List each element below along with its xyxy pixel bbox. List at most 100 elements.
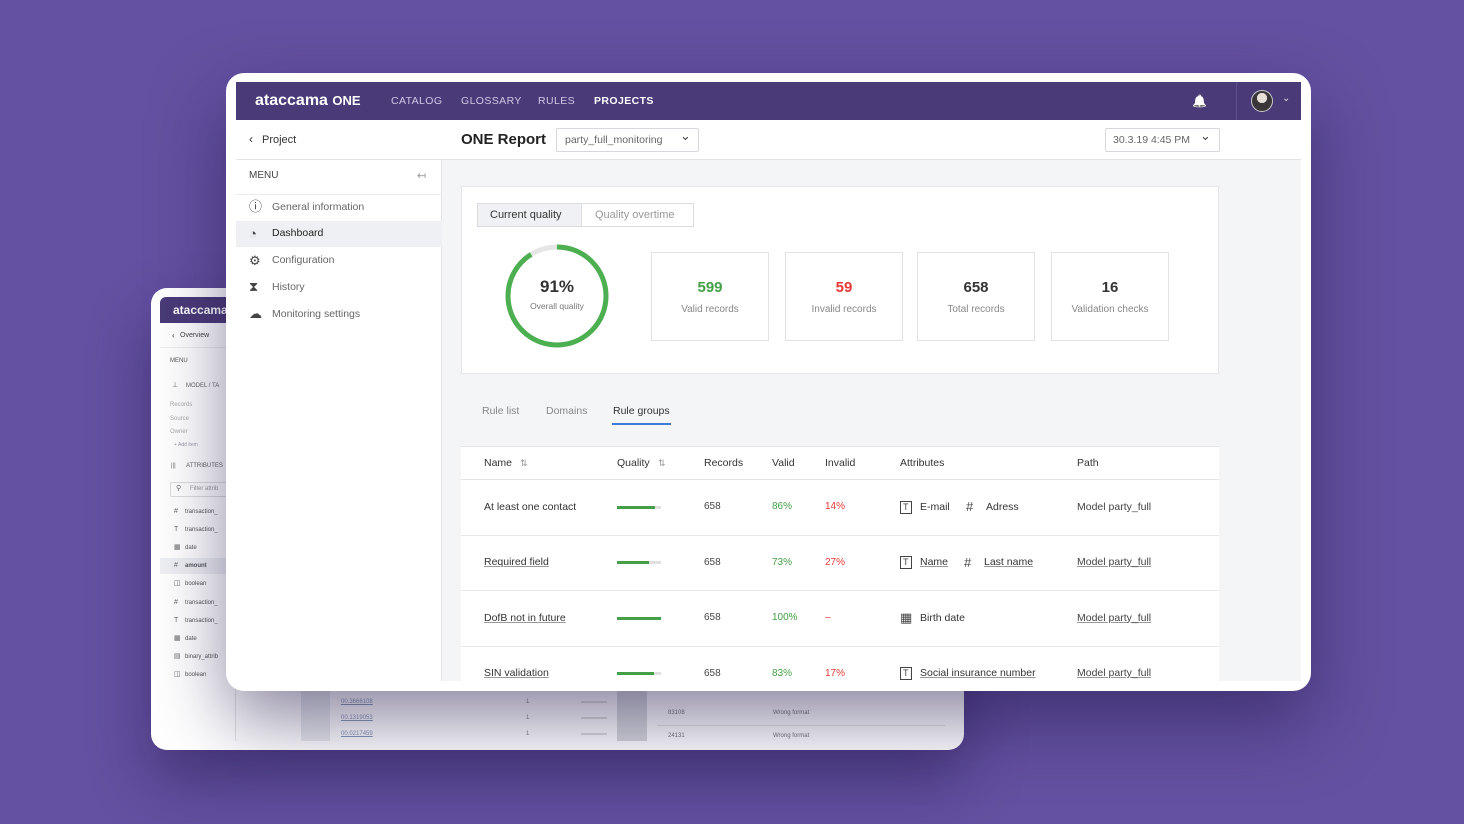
navbar [236,82,1301,120]
menu-item[interactable]: History [272,280,305,293]
value-link[interactable]: 00.0217459 [341,731,373,737]
nav-item[interactable]: RULES [538,94,576,107]
attribute-name[interactable]: date [185,545,197,552]
row-line [461,645,1219,647]
page-title: ONE Report [461,131,547,148]
attribute-name[interactable]: Adress [986,500,1019,513]
table-tab[interactable]: Rule list [482,404,520,417]
stat-card [1051,252,1169,341]
records: 658 [704,667,721,679]
app: ataccama ONE CATALOG GLOSSARY RULES PROJECTS… [236,82,1301,681]
error-value: 24131 [668,733,685,739]
value-count: 1 [526,731,530,737]
menu-icon: ⚙ [249,252,261,268]
rule-name[interactable]: At least one contact [484,500,577,513]
error-reason: Wrong format [773,733,810,739]
quality-bar [617,505,655,509]
stat-label: Invalid records [811,304,877,315]
rule-name[interactable]: SIN validation [484,667,549,679]
table-tab[interactable]: Domains [546,404,588,417]
nav-item[interactable]: GLOSSARY [461,94,522,107]
nav-item[interactable]: CATALOG [391,94,443,107]
subheader [236,120,1301,160]
column-header[interactable]: Name [484,456,513,469]
project-select[interactable] [556,128,699,152]
menu-item-active [236,220,442,247]
stat-label: Valid records [681,304,739,315]
back-link[interactable]: Project [262,134,297,146]
attribute-name[interactable]: Social insurance number [920,667,1036,679]
nav-item[interactable]: PROJECTS [594,94,654,107]
attribute-name[interactable]: boolean [185,671,207,678]
attribute-name[interactable]: boolean [185,581,207,588]
valid: 100% [772,612,798,623]
path[interactable]: Model party_full [1077,611,1152,624]
back-link[interactable]: Overview [180,332,210,339]
gauge-caption: Overall quality [530,300,584,311]
row-line [461,534,1219,536]
attribute-icon: T [174,616,179,624]
quality-bar [617,616,661,620]
table-tab[interactable]: Rule groups [613,404,670,417]
attribute-name[interactable]: Name [920,556,949,568]
stat-label: Validation checks [1071,304,1149,315]
main-window: ataccama ONE CATALOG GLOSSARY RULES PROJECTS… [226,73,1311,691]
value-count: 1 [526,699,530,705]
mini-bar [581,717,607,719]
tab-active[interactable] [477,203,582,227]
stat-label: Total records [947,304,1005,315]
menu-item[interactable]: Configuration [272,254,335,267]
value-link[interactable]: 00.1319053 [341,715,373,721]
logo-product: ONE [332,93,361,108]
stat-card [785,252,903,341]
attribute-icon: T [174,526,179,534]
logo[interactable]: ataccama ONE [255,92,361,110]
column-header: Invalid [825,456,856,469]
attribute-icon: # [966,499,974,514]
attribute-name[interactable]: amount [185,563,207,570]
sort-icon: ⇅ [658,458,666,468]
selected-row [160,558,235,575]
tab-label: Current quality [490,209,562,221]
back-icon: ‹ [249,132,253,146]
menu-icon: ⓘ [249,199,263,214]
path[interactable]: Model party_full [1077,500,1152,513]
menu-item[interactable]: Monitoring settings [272,307,361,320]
valid: 86% [772,501,793,512]
row-line [461,590,1219,591]
attribute-name[interactable]: transaction_ [185,599,218,606]
attribute-name[interactable]: transaction_ [185,617,218,624]
attribute-name[interactable]: binary_attrib [185,653,219,660]
records: 658 [704,501,721,512]
tab[interactable] [582,203,694,227]
notification-bell[interactable]: 🔔 [1192,94,1207,108]
mini-bar [581,701,607,703]
attribute-icon: ◫ [174,670,181,678]
path[interactable]: Model party_full [1077,667,1152,679]
path[interactable]: Model party_full [1077,556,1152,568]
attribute-name[interactable]: transaction_ [185,527,218,534]
attribute-name[interactable]: Birth date [920,611,965,624]
date-select[interactable] [1105,128,1220,152]
attribute-name[interactable]: Last name [984,556,1034,568]
rule-name[interactable]: DofB not in future [484,611,566,624]
section-title: ATTRIBUTES [186,463,223,469]
menu-item[interactable]: General information [272,200,365,213]
value-link[interactable]: 00.3666108 [341,699,373,705]
value-count: 1 [526,715,530,721]
attribute-name[interactable]: transaction_ [185,509,218,515]
tab-label: Quality overtime [595,209,675,221]
select-chevron: ⌄ [1200,128,1211,143]
add-item[interactable]: + Add item [174,442,198,448]
attribute-name[interactable]: E-mail [920,500,950,513]
invalid: 27% [825,556,846,568]
menu-icon: ☁ [249,306,262,322]
column-header[interactable]: Quality [617,456,650,469]
attribute-name[interactable]: date [185,635,197,642]
attribute-icon: ▦ [900,610,913,625]
back-icon: ‹ [172,331,175,340]
avatar[interactable] [1251,90,1273,112]
menu-icon: ◔ [249,225,257,241]
menu-item[interactable]: Dashboard [272,227,324,240]
rule-name[interactable]: Required field [484,556,549,568]
